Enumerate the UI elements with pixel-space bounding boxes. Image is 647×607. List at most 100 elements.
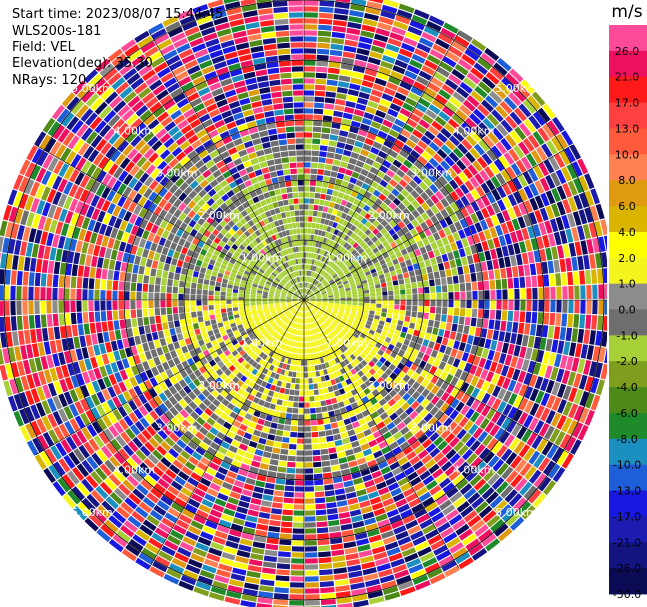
velocity-bin [225,502,238,511]
velocity-bin [172,443,183,454]
velocity-bin [273,324,279,330]
velocity-bin [291,328,295,334]
velocity-bin [2,348,10,364]
velocity-bin [294,480,304,486]
velocity-bin [248,319,255,325]
velocity-bin [305,306,308,312]
velocity-bin [88,513,103,528]
velocity-bin [533,453,546,469]
velocity-bin [65,436,78,451]
velocity-bin [425,443,437,454]
velocity-bin [214,498,227,507]
velocity-bin [346,163,355,171]
velocity-bin [57,235,66,249]
velocity-bin [422,339,430,347]
velocity-bin [364,479,375,488]
velocity-bin [568,242,577,257]
velocity-bin [202,371,211,380]
velocity-bin [397,336,405,344]
velocity-bin [315,294,321,297]
velocity-bin [96,257,104,268]
velocity-bin [275,575,290,582]
velocity-bin [212,477,224,486]
velocity-bin [482,434,493,447]
velocity-bin [253,315,259,320]
velocity-bin [500,119,513,133]
velocity-bin [538,457,551,472]
velocity-bin [371,470,382,479]
velocity-bin [331,272,337,277]
velocity-bin [306,324,309,330]
velocity-bin [262,561,277,569]
velocity-bin [317,312,322,317]
velocity-bin [498,155,510,169]
velocity-bin [482,510,497,523]
velocity-bin [336,251,342,258]
velocity-bin [512,204,522,218]
velocity-bin [301,312,303,318]
velocity-bin [463,420,474,432]
velocity-bin [405,406,415,416]
velocity-bin [262,338,268,345]
velocity-bin [506,366,515,379]
velocity-bin [240,330,247,336]
velocity-bin [155,417,166,429]
velocity-bin [495,310,502,320]
velocity-bin [353,261,359,267]
velocity-bin [304,384,309,390]
velocity-bin [446,537,461,549]
velocity-bin [443,363,452,373]
velocity-bin [571,357,580,372]
velocity-bin [274,340,280,347]
velocity-bin [359,36,373,45]
velocity-bin [364,293,370,297]
velocity-bin [289,307,295,312]
velocity-bin [442,56,457,68]
velocity-bin [327,386,334,393]
velocity-bin [372,161,382,170]
velocity-bin [582,224,591,239]
velocity-bin [241,342,248,349]
velocity-bin [374,557,390,566]
velocity-bin [239,286,245,291]
velocity-bin [583,360,592,375]
velocity-bin [298,298,304,300]
velocity-bin [213,436,223,446]
velocity-bin [312,377,318,384]
velocity-bin [94,300,100,311]
velocity-bin [338,272,344,277]
velocity-bin [204,274,211,280]
velocity-bin [528,417,539,431]
velocity-bin [316,515,328,522]
velocity-bin [321,181,329,188]
velocity-bin [361,279,368,285]
velocity-bin [338,388,346,395]
velocity-bin [380,219,389,228]
velocity-bin [298,330,301,336]
velocity-bin [425,347,433,356]
velocity-bin [382,403,391,412]
velocity-bin [486,383,496,395]
velocity-bin [405,519,419,530]
velocity-bin [119,271,126,282]
velocity-bin [280,295,286,298]
velocity-bin [114,371,123,383]
velocity-bin [164,512,178,524]
velocity-bin [474,366,483,378]
velocity-bin [226,300,232,305]
velocity-bin [457,58,473,71]
velocity-bin [312,455,321,462]
velocity-bin [384,272,391,278]
velocity-bin [395,268,403,275]
velocity-bin [430,300,436,307]
velocity-bin [481,152,493,165]
velocity-bin [348,264,354,271]
velocity-bin [519,311,526,323]
velocity-bin [235,474,247,483]
velocity-bin [76,300,82,312]
velocity-bin [338,285,344,289]
velocity-bin [304,300,307,306]
velocity-bin [190,472,202,482]
velocity-bin [512,368,521,381]
velocity-bin [103,376,112,388]
